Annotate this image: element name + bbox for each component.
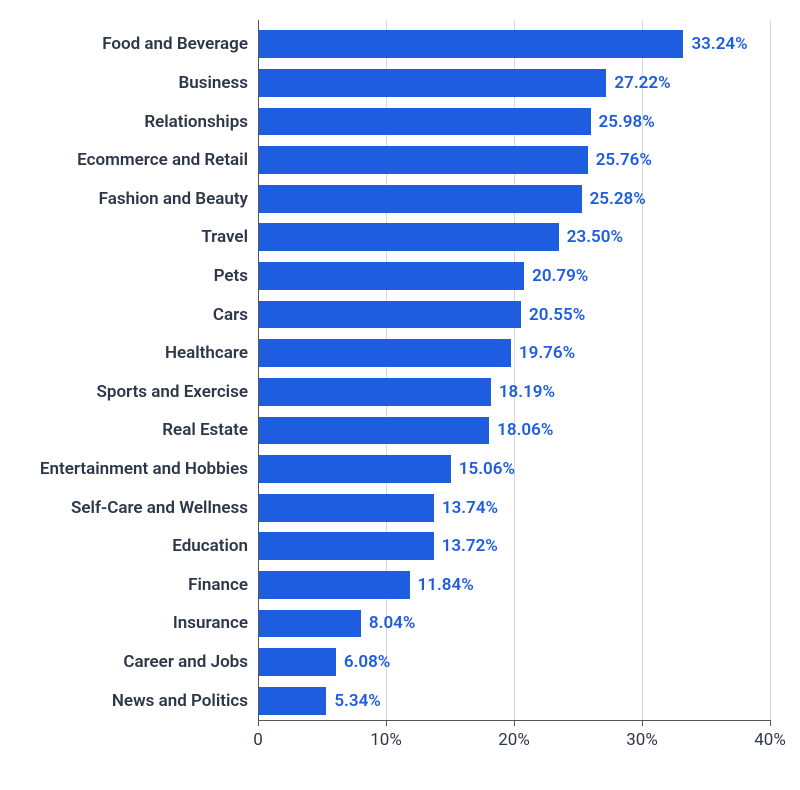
bar-row: Self-Care and Wellness13.74% [258, 494, 770, 522]
category-label: Ecommerce and Retail [77, 150, 258, 170]
category-label: Real Estate [162, 420, 258, 440]
bar-row: Fashion and Beauty25.28% [258, 185, 770, 213]
bar [258, 108, 591, 136]
bar [258, 648, 336, 676]
x-tick-label: 20% [498, 730, 530, 750]
bar [258, 455, 451, 483]
bar-value-label: 15.06% [459, 459, 515, 479]
bar-value-label: 18.06% [497, 420, 553, 440]
category-label: Finance [188, 575, 258, 595]
bar-value-label: 25.76% [596, 150, 652, 170]
category-label: Cars [213, 305, 258, 325]
bar-row: Sports and Exercise18.19% [258, 378, 770, 406]
bar-row: Food and Beverage33.24% [258, 30, 770, 58]
bar-value-label: 25.28% [590, 189, 646, 209]
bar [258, 69, 606, 97]
gridline [770, 20, 771, 720]
category-label: Education [172, 536, 258, 556]
category-label: Healthcare [165, 343, 258, 363]
bar-row: Travel23.50% [258, 223, 770, 251]
bar-row: Career and Jobs6.08% [258, 648, 770, 676]
bar-row: Pets20.79% [258, 262, 770, 290]
category-label: Food and Beverage [102, 34, 258, 54]
bar [258, 262, 524, 290]
bar [258, 378, 491, 406]
bar-row: Education13.72% [258, 532, 770, 560]
bar [258, 571, 410, 599]
bar [258, 532, 434, 560]
category-label: Fashion and Beauty [99, 189, 258, 209]
x-tick-label: 0 [253, 730, 263, 750]
bar-value-label: 20.55% [529, 305, 585, 325]
bar [258, 301, 521, 329]
plot-area: Food and Beverage33.24% Business27.22% Rel… [258, 20, 770, 720]
x-tick [514, 720, 515, 726]
bar [258, 185, 582, 213]
bar-value-label: 13.72% [442, 536, 498, 556]
horizontal-bar-chart: Food and Beverage33.24%Business27.22%Rel… [0, 20, 800, 770]
bar-value-label: 27.22% [614, 73, 670, 93]
category-label: Sports and Exercise [97, 382, 259, 402]
bar-value-label: 23.50% [567, 227, 623, 247]
category-label: Travel [201, 227, 258, 247]
bar-row: Real Estate18.06% [258, 417, 770, 445]
bar-row: Relationships25.98% [258, 108, 770, 136]
bar [258, 417, 489, 445]
bar-row: Business27.22% [258, 69, 770, 97]
category-label: Self-Care and Wellness [71, 498, 258, 518]
bar [258, 30, 683, 58]
x-tick [258, 720, 259, 726]
bar-value-label: 33.24% [691, 34, 747, 54]
bar [258, 494, 434, 522]
bar-value-label: 20.79% [532, 266, 588, 286]
bar-value-label: 25.98% [599, 112, 655, 132]
x-tick [386, 720, 387, 726]
category-label: Insurance [173, 613, 258, 633]
category-label: Business [178, 73, 258, 93]
bar-value-label: 19.76% [519, 343, 575, 363]
bar-row: Ecommerce and Retail25.76% [258, 146, 770, 174]
bar [258, 223, 559, 251]
bar-row: Finance11.84% [258, 571, 770, 599]
bar [258, 339, 511, 367]
bar-value-label: 6.08% [344, 652, 391, 672]
category-label: Relationships [144, 112, 258, 132]
bar-row: Cars20.55% [258, 301, 770, 329]
x-tick-label: 40% [754, 730, 786, 750]
x-tick [770, 720, 771, 726]
bar-value-label: 13.74% [442, 498, 498, 518]
bar-value-label: 11.84% [418, 575, 474, 595]
category-label: Entertainment and Hobbies [40, 459, 258, 479]
bar [258, 687, 326, 715]
x-tick-label: 30% [626, 730, 658, 750]
x-axis: 010%20%30%40% [258, 720, 770, 760]
category-label: News and Politics [112, 691, 258, 711]
category-label: Pets [214, 266, 258, 286]
bar-row: News and Politics5.34% [258, 687, 770, 715]
bar-value-label: 5.34% [334, 691, 381, 711]
bar-row: Insurance8.04% [258, 610, 770, 638]
category-label: Career and Jobs [123, 652, 258, 672]
bar [258, 610, 361, 638]
bar-value-label: 8.04% [369, 613, 416, 633]
bar-value-label: 18.19% [499, 382, 555, 402]
bar-row: Entertainment and Hobbies15.06% [258, 455, 770, 483]
bar-row: Healthcare19.76% [258, 339, 770, 367]
x-tick-label: 10% [370, 730, 402, 750]
y-axis-line [258, 20, 259, 720]
x-tick [642, 720, 643, 726]
bar [258, 146, 588, 174]
